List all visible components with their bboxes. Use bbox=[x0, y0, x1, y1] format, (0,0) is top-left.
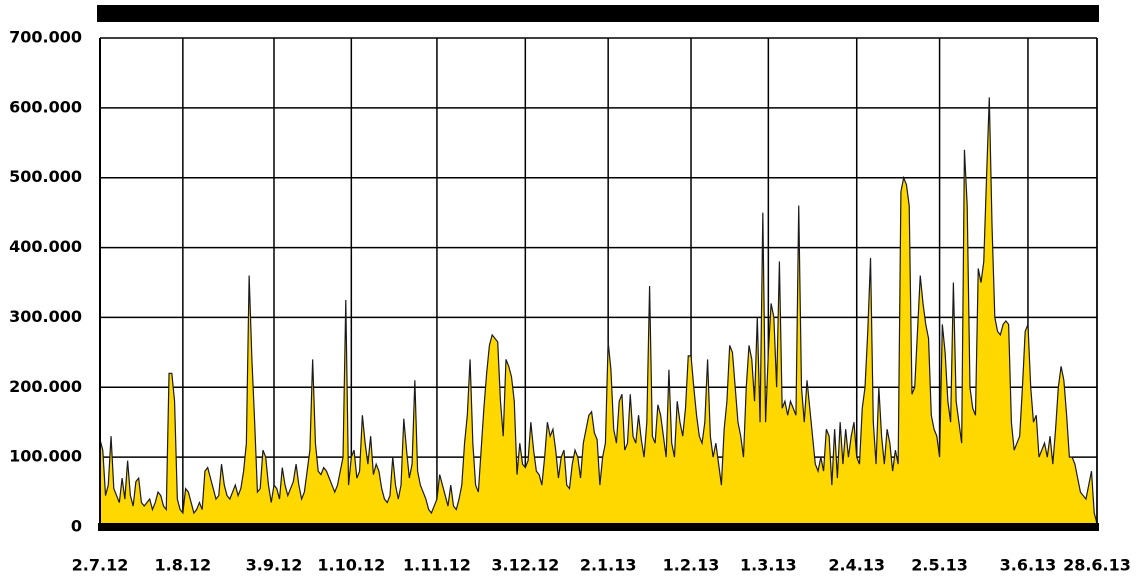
y-tick-label: 300.000 bbox=[9, 307, 82, 326]
x-tick-label: 3.12.12 bbox=[491, 556, 559, 575]
x-tick-label: 1.8.12 bbox=[155, 556, 212, 575]
x-tick-label: 2.4.13 bbox=[828, 556, 885, 575]
y-tick-label: 600.000 bbox=[9, 97, 82, 116]
axes: 0 100.000 200.000 300.000 400.000 500.000 600.… bbox=[9, 28, 1131, 575]
y-tick-label: 700.000 bbox=[9, 28, 82, 47]
grid bbox=[99, 37, 1098, 528]
x-tick-label: 2.5.13 bbox=[911, 556, 968, 575]
area bbox=[99, 97, 1098, 528]
y-tick-label: 0 bbox=[71, 517, 82, 536]
x-tick-label: 1.10.12 bbox=[317, 556, 385, 575]
y-tick-label: 400.000 bbox=[9, 237, 82, 256]
y-tick-label: 200.000 bbox=[9, 377, 82, 396]
y-tick-label: 500.000 bbox=[9, 167, 82, 186]
x-tick-label: 1.3.13 bbox=[740, 556, 797, 575]
x-tick-label: 3.9.12 bbox=[246, 556, 303, 575]
top-bar bbox=[97, 5, 1099, 22]
y-tick-label: 100.000 bbox=[9, 447, 82, 466]
x-tick-label: 3.6.13 bbox=[1000, 556, 1057, 575]
x-tick-label: 2.1.13 bbox=[580, 556, 637, 575]
plot-area bbox=[99, 97, 1098, 528]
x-tick-label: 28.6.13 bbox=[1063, 556, 1131, 575]
x-tick-label: 1.2.13 bbox=[663, 556, 720, 575]
x-tick-label: 2.7.12 bbox=[72, 556, 129, 575]
x-tick-label: 1.11.12 bbox=[403, 556, 471, 575]
